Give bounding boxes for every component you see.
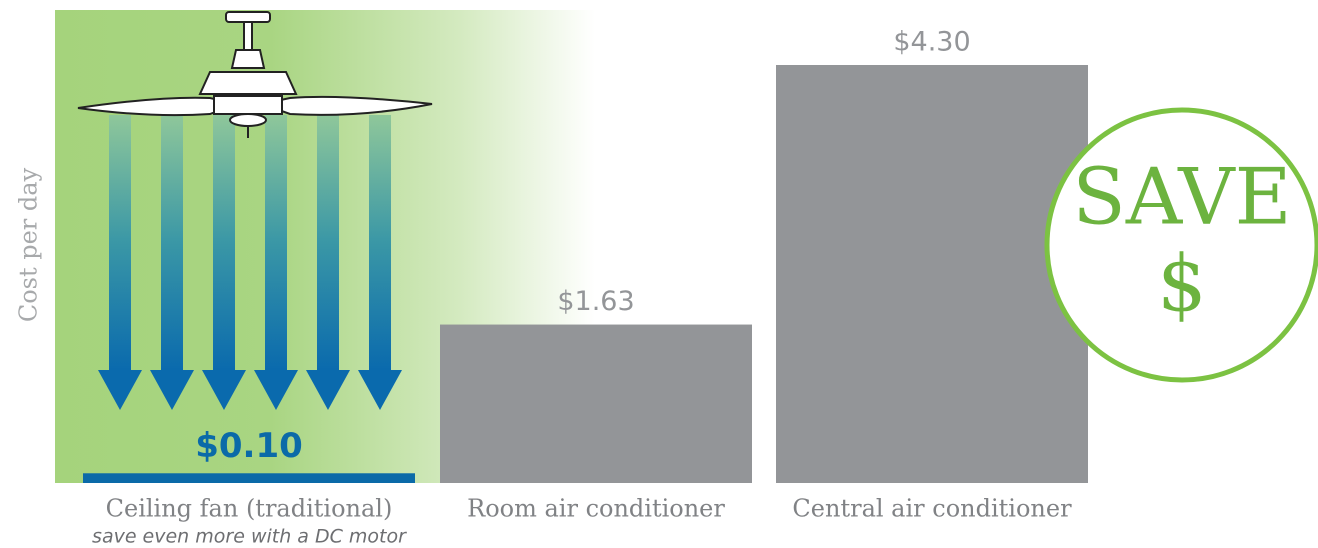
x-tick-label: Central air conditioner — [792, 495, 1072, 523]
category-note: save even more with a DC motor — [92, 526, 407, 548]
x-tick-label: Room air conditioner — [467, 495, 725, 523]
value-label: $4.30 — [893, 27, 970, 58]
y-axis-label: Cost per day — [15, 167, 43, 322]
value-label: $1.63 — [557, 286, 634, 317]
x-tick-label: Ceiling fan (traditional) — [106, 495, 393, 523]
save-badge: SAVE $ — [1047, 110, 1317, 380]
badge-text: $ — [1157, 240, 1207, 330]
arrow-shaft — [109, 115, 131, 370]
bar — [83, 473, 415, 483]
value-label: $0.10 — [195, 426, 303, 466]
chart: Cost per day $0.10 Ceiling fan (tradition… — [0, 0, 1318, 548]
bar — [440, 325, 752, 483]
badge-text: SAVE — [1072, 153, 1291, 243]
bar — [776, 65, 1088, 483]
